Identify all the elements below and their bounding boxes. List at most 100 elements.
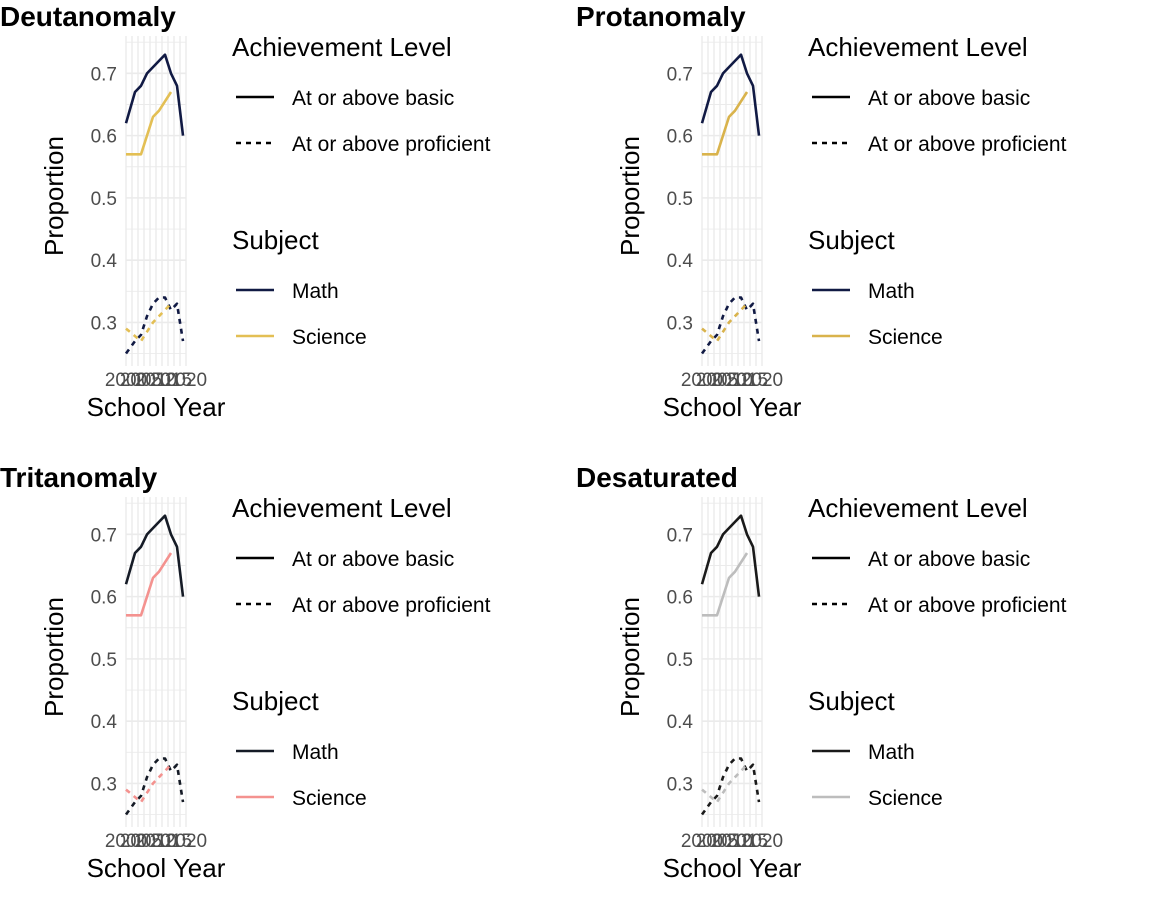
series-line-science (702, 552, 749, 617)
y-axis-title: Proportion (39, 597, 69, 717)
x-tick-label: 2000 (681, 831, 723, 852)
x-tick-label: 2005 (120, 831, 162, 852)
legend-title-subject: Subject (232, 686, 319, 716)
legend-label-subject: Math (868, 741, 915, 764)
x-tick-label: 2005 (696, 370, 738, 391)
y-tick-label: 0.6 (667, 588, 693, 609)
legend-title-subject: Subject (808, 225, 895, 255)
legend-title-level: Achievement Level (232, 493, 452, 523)
x-axis-title: School Year (663, 853, 802, 883)
x-tick-label: 2010 (711, 831, 753, 852)
series-line-math (700, 53, 761, 136)
y-tick-label: 0.5 (91, 189, 117, 210)
panel-title: Deutanomaly (0, 1, 176, 32)
y-tick-label: 0.5 (667, 650, 693, 671)
x-tick-label: 2010 (135, 831, 177, 852)
series-line-math (124, 296, 185, 355)
series-line-science (702, 91, 749, 156)
y-tick-label: 0.7 (91, 525, 117, 546)
x-tick-label: 2000 (681, 370, 723, 391)
y-tick-label: 0.6 (91, 127, 117, 148)
panel-title: Desaturated (576, 462, 738, 493)
x-tick-label: 2005 (120, 370, 162, 391)
series-line-math (700, 757, 761, 816)
legend-label-level: At or above basic (292, 87, 454, 110)
series-line-science (701, 763, 748, 804)
legend-label-subject: Science (292, 326, 367, 349)
y-axis-title: Proportion (615, 597, 645, 717)
x-tick-label: 2000 (105, 370, 147, 391)
legend-label-subject: Science (868, 787, 943, 810)
y-tick-label: 0.3 (91, 313, 117, 334)
y-tick-label: 0.6 (667, 127, 693, 148)
legend-label-level: At or above basic (292, 548, 454, 571)
x-tick-label: 2005 (696, 831, 738, 852)
legend-label-subject: Science (868, 326, 943, 349)
x-tick-label: 2020 (165, 370, 207, 391)
x-tick-label: 2015 (150, 831, 192, 852)
series-line-math (124, 757, 185, 816)
legend-title-subject: Subject (808, 686, 895, 716)
chart-panel-desaturated: 0.3 0.4 0.5 0.6 0.7 2000 2005 2010 2015 2020 Desat… (576, 461, 1152, 921)
legend-label-level: At or above proficient (868, 133, 1067, 156)
series-line-science (125, 763, 172, 804)
x-tick-label: 2010 (711, 370, 753, 391)
y-tick-label: 0.3 (91, 774, 117, 795)
legend-title-subject: Subject (232, 225, 319, 255)
y-tick-label: 0.6 (91, 588, 117, 609)
series-line-science (701, 302, 748, 343)
y-tick-label: 0.4 (667, 251, 694, 272)
y-tick-label: 0.7 (667, 525, 693, 546)
x-tick-label: 2000 (105, 831, 147, 852)
x-tick-label: 2015 (726, 370, 768, 391)
chart-panel-tritanomaly: 0.3 0.4 0.5 0.6 0.7 2000 2005 2010 2015 2020 Trita… (0, 461, 576, 921)
legend-title-level: Achievement Level (808, 493, 1028, 523)
series-line-math (700, 514, 761, 597)
chart-panel-deutanomaly: 0.3 0.4 0.5 0.6 0.7 2000 2005 2010 2015 2020 Deuta… (0, 0, 576, 460)
legend-title-level: Achievement Level (808, 32, 1028, 62)
y-tick-label: 0.5 (667, 189, 693, 210)
y-tick-label: 0.3 (667, 774, 693, 795)
series-line-math (124, 514, 185, 597)
legend-label-level: At or above proficient (292, 594, 491, 617)
legend-title-level: Achievement Level (232, 32, 452, 62)
series-line-science (125, 302, 172, 343)
x-tick-label: 2010 (135, 370, 177, 391)
x-tick-label: 2020 (741, 831, 783, 852)
x-tick-label: 2020 (165, 831, 207, 852)
x-tick-label: 2020 (741, 370, 783, 391)
panel-title: Protanomaly (576, 1, 746, 32)
y-tick-label: 0.4 (91, 712, 118, 733)
x-axis-title: School Year (87, 392, 226, 422)
legend-label-subject: Math (292, 741, 339, 764)
y-tick-label: 0.3 (667, 313, 693, 334)
legend-label-subject: Math (292, 280, 339, 303)
legend-label-subject: Math (868, 280, 915, 303)
x-axis-title: School Year (87, 853, 226, 883)
legend-label-level: At or above basic (868, 87, 1030, 110)
series-line-math (124, 53, 185, 136)
series-line-math (700, 296, 761, 355)
x-tick-label: 2015 (150, 370, 192, 391)
chart-panel-protanomaly: 0.3 0.4 0.5 0.6 0.7 2000 2005 2010 2015 2020 Prota… (576, 0, 1152, 460)
y-axis-title: Proportion (615, 136, 645, 256)
panel-title: Tritanomaly (0, 462, 158, 493)
series-line-science (126, 552, 173, 617)
x-tick-label: 2015 (726, 831, 768, 852)
legend-label-level: At or above proficient (292, 133, 491, 156)
x-axis-title: School Year (663, 392, 802, 422)
y-tick-label: 0.5 (91, 650, 117, 671)
y-tick-label: 0.4 (91, 251, 118, 272)
y-tick-label: 0.7 (91, 64, 117, 85)
legend-label-subject: Science (292, 787, 367, 810)
y-tick-label: 0.7 (667, 64, 693, 85)
y-tick-label: 0.4 (667, 712, 694, 733)
legend-label-level: At or above proficient (868, 594, 1067, 617)
series-line-science (126, 91, 173, 156)
y-axis-title: Proportion (39, 136, 69, 256)
legend-label-level: At or above basic (868, 548, 1030, 571)
